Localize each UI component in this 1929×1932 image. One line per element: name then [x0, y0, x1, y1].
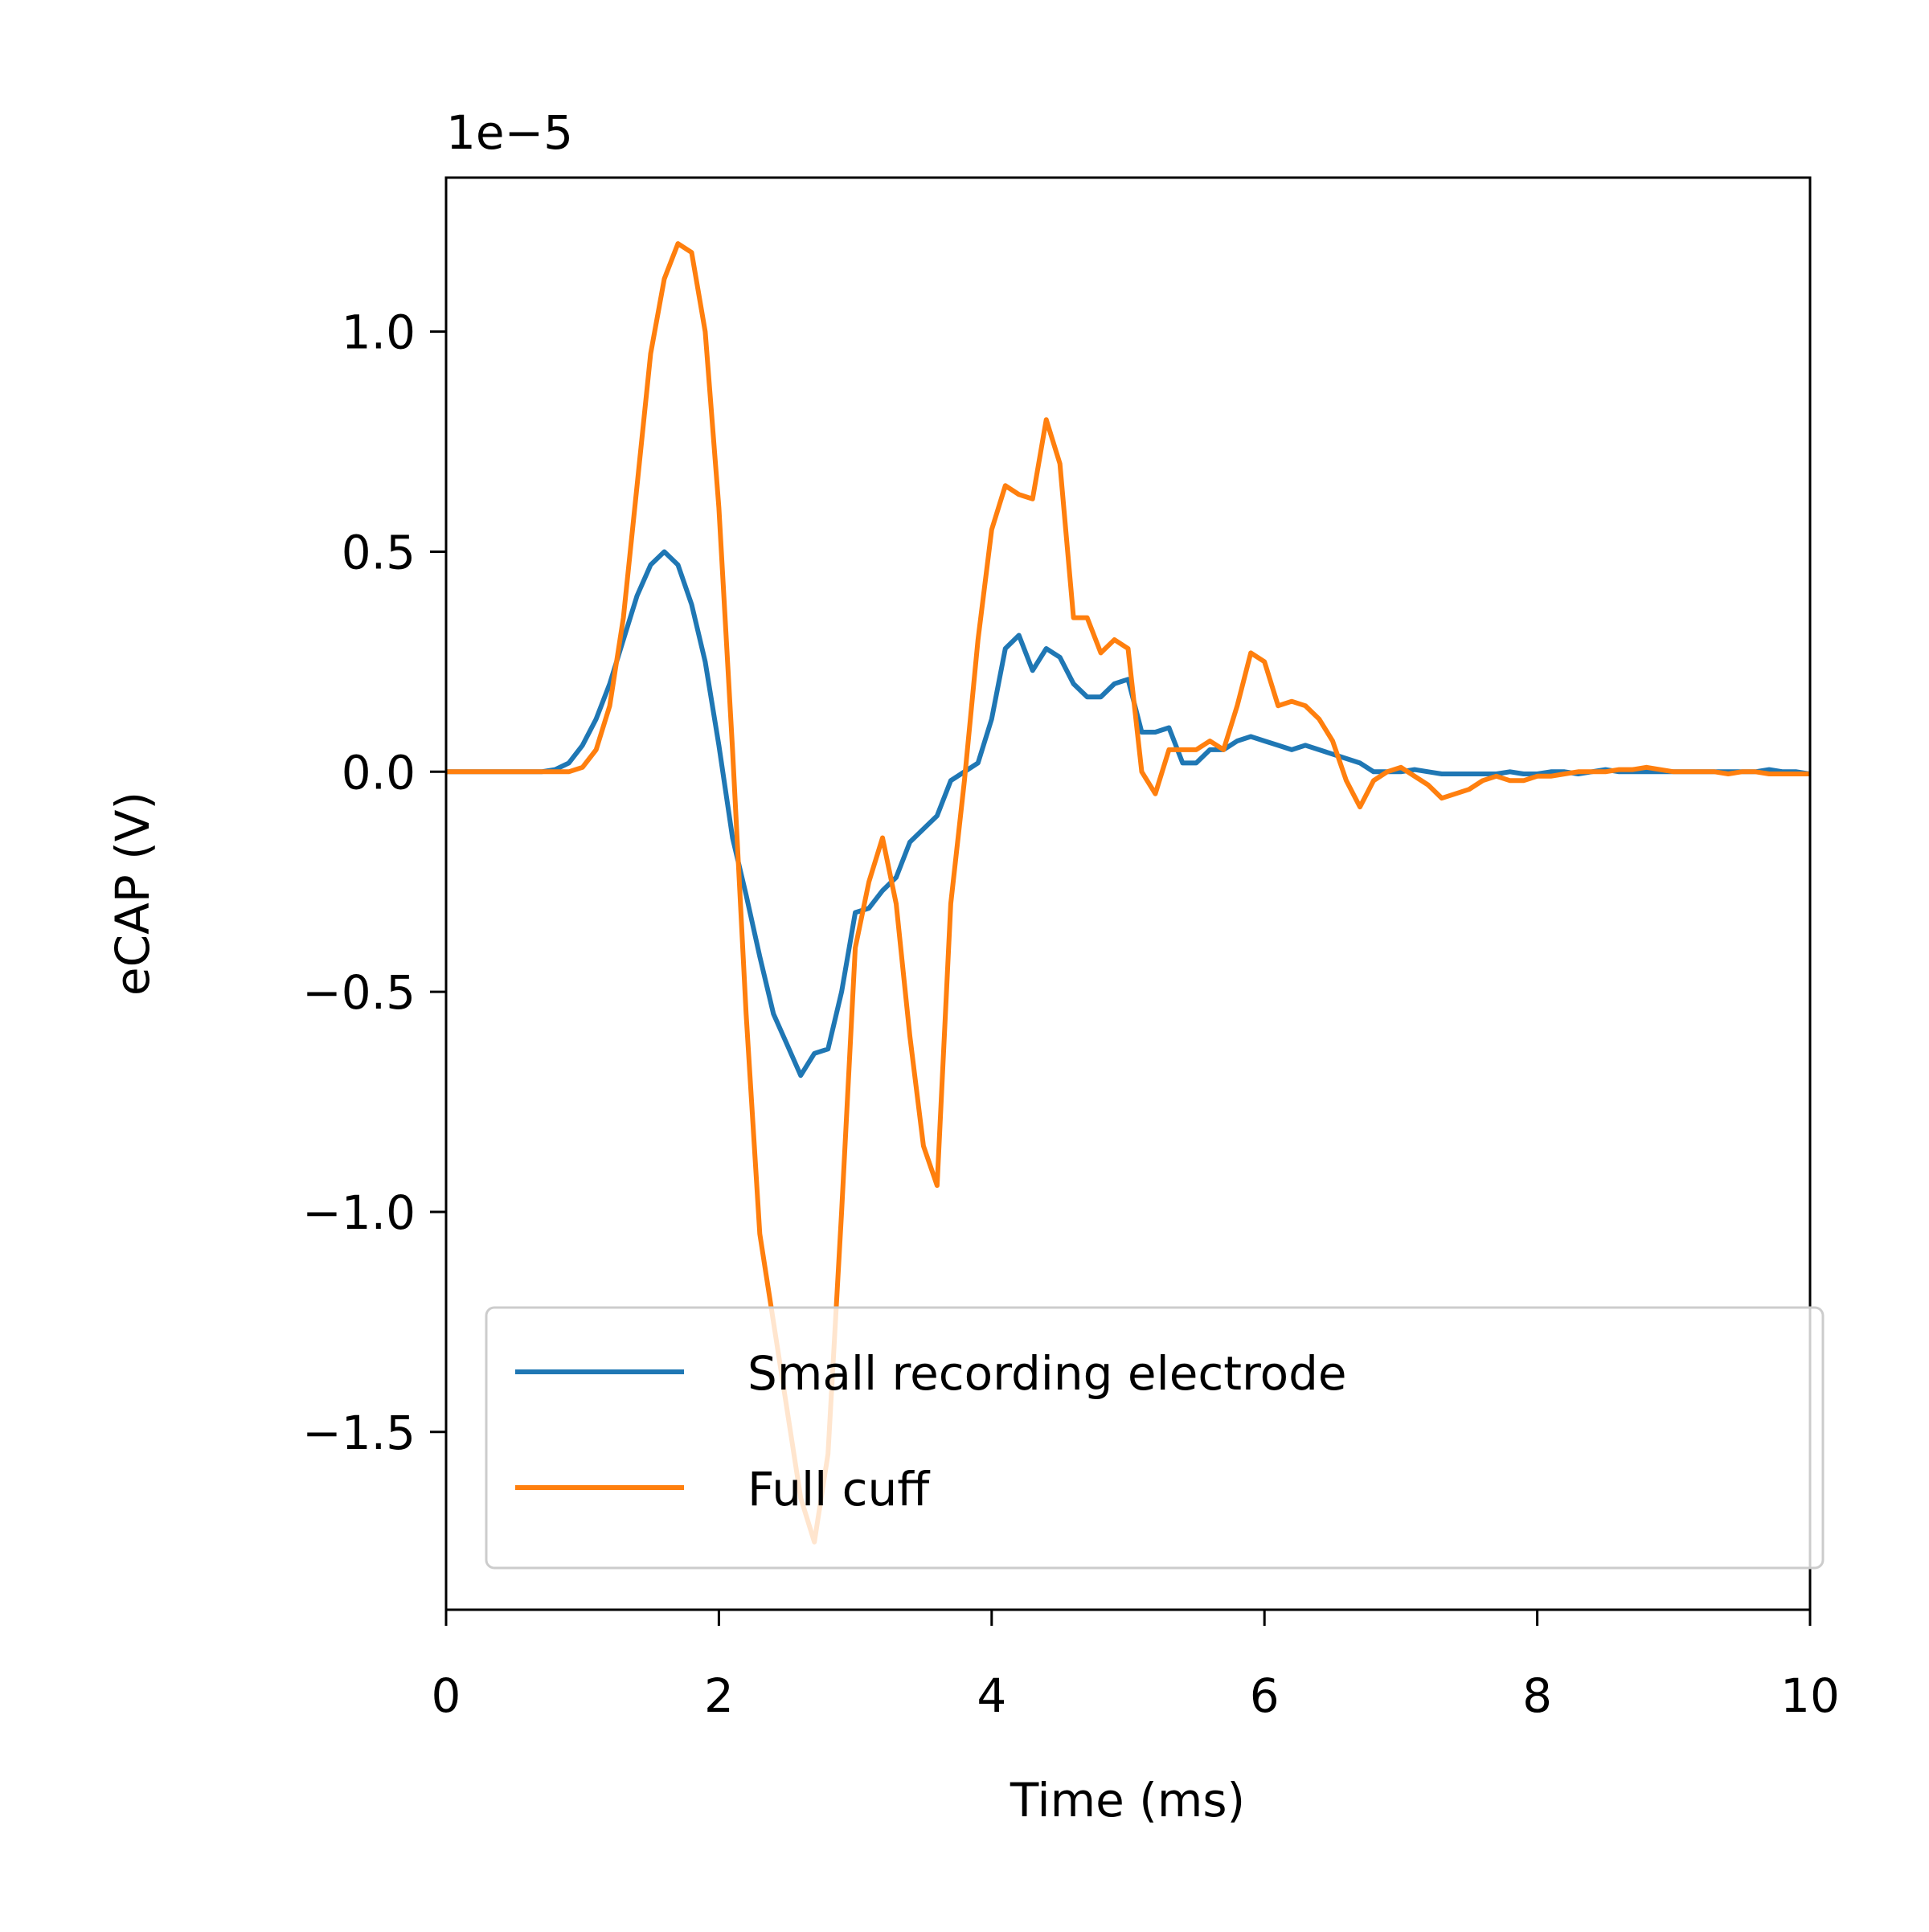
x-tick-label: 10	[1780, 1668, 1840, 1723]
x-tick-label: 0	[432, 1668, 461, 1723]
legend-box	[485, 1306, 1825, 1570]
y-tick-label: −1.0	[302, 1185, 416, 1240]
y-tick-label: 0.0	[342, 745, 416, 800]
x-tick-label: 2	[704, 1668, 734, 1723]
legend-label: Small recording electrode	[747, 1346, 1347, 1401]
axes-frame	[444, 176, 1812, 1611]
legend-label: Full cuff	[747, 1462, 931, 1517]
offset-text: 1e−5	[446, 105, 573, 160]
x-tick-label: 6	[1250, 1668, 1280, 1723]
x-tick-label: 8	[1522, 1668, 1552, 1723]
data-line	[446, 241, 1810, 1545]
y-tick-label: 0.5	[342, 525, 416, 579]
y-tick-label: −0.5	[302, 965, 416, 1020]
y-axis-label: eCAP (V)	[105, 792, 160, 996]
x-tick-label: 4	[977, 1668, 1006, 1723]
y-tick-label: 1.0	[342, 305, 416, 360]
x-axis-label: Time (ms)	[1010, 1773, 1245, 1828]
y-tick-label: −1.5	[302, 1406, 416, 1460]
